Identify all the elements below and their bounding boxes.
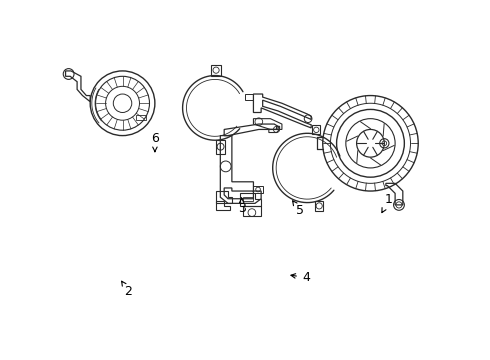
Text: 6: 6: [151, 132, 159, 152]
Text: 3: 3: [238, 198, 245, 215]
Text: 1: 1: [382, 193, 393, 213]
Text: 4: 4: [291, 271, 310, 284]
Text: 5: 5: [293, 201, 304, 217]
Text: 2: 2: [122, 281, 132, 298]
